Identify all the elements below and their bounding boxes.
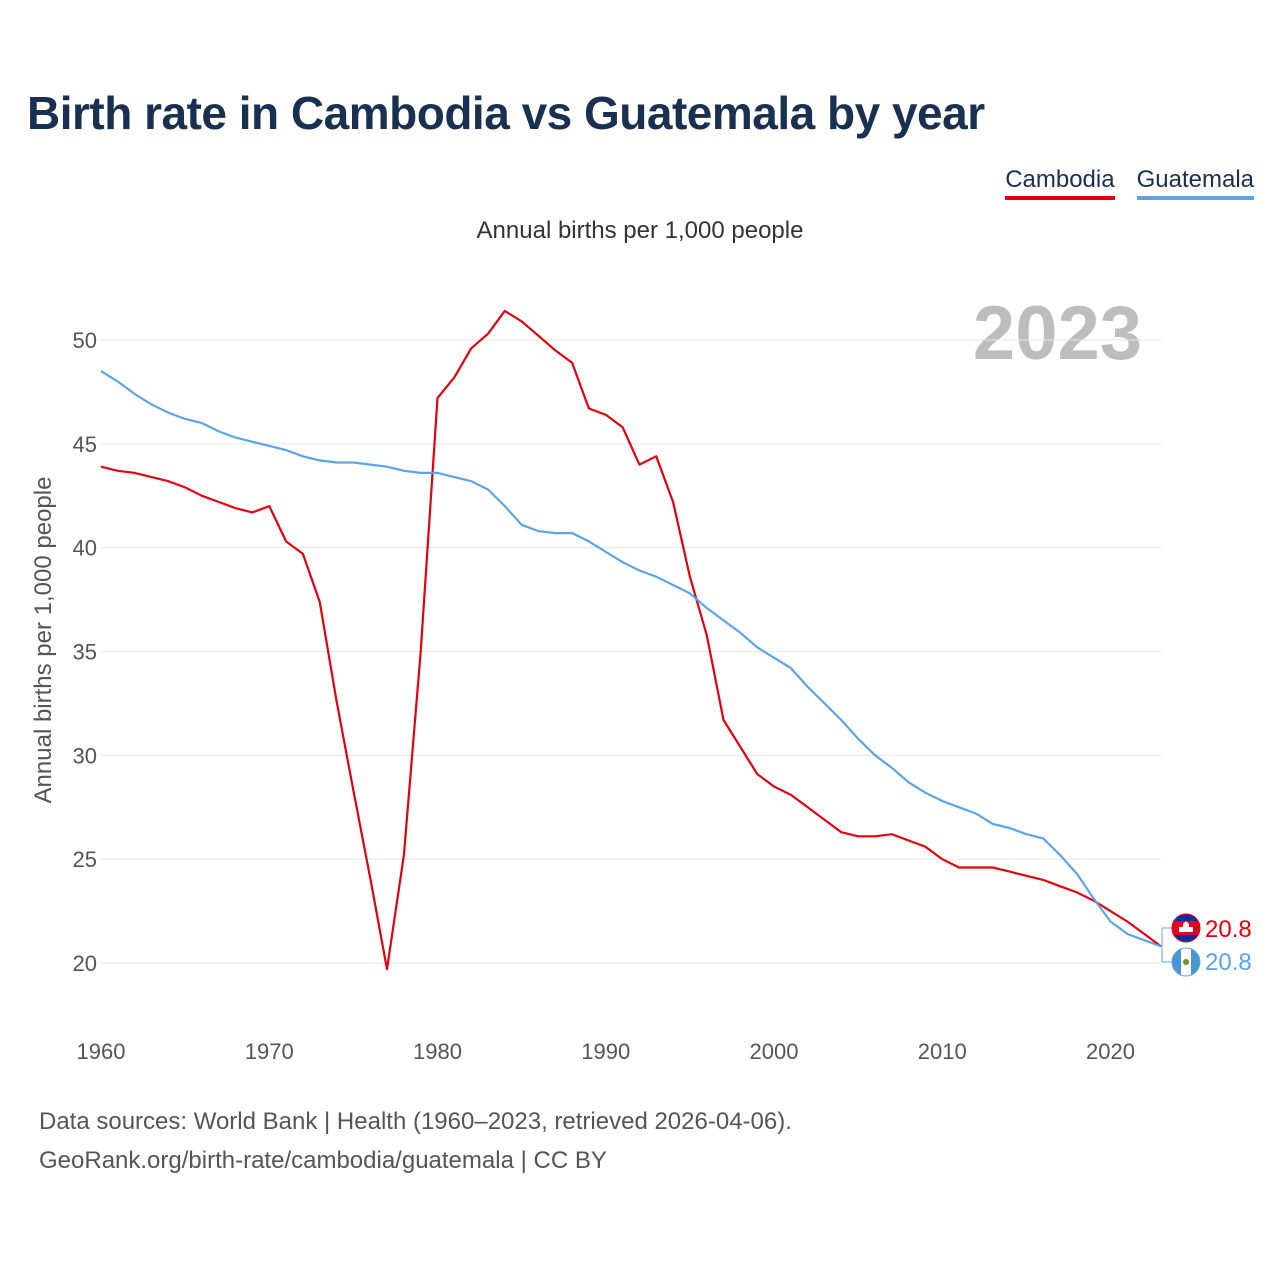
x-tick-label: 2020 xyxy=(1086,1039,1135,1064)
x-tick-label: 2010 xyxy=(918,1039,967,1064)
footer-url[interactable]: GeoRank.org/birth-rate/cambodia/guatemal… xyxy=(39,1147,607,1174)
y-axis-label: Annual births per 1,000 people xyxy=(30,477,57,804)
y-tick-label: 40 xyxy=(73,536,97,561)
chart-subtitle: Annual births per 1,000 people xyxy=(476,217,804,244)
y-tick-label: 25 xyxy=(73,847,97,872)
y-tick-label: 20 xyxy=(73,951,97,976)
legend-item-guatemala[interactable]: Guatemala xyxy=(1136,166,1254,200)
y-tick-label: 35 xyxy=(73,640,97,665)
x-tick-label: 1990 xyxy=(581,1039,630,1064)
cambodia-end-value: 20.8 xyxy=(1205,916,1252,943)
end-markers: 20.8 20.8 xyxy=(1161,913,1252,977)
y-tick-label: 45 xyxy=(73,432,97,457)
cambodia-flag-icon xyxy=(1171,913,1201,943)
guatemala-end-value: 20.8 xyxy=(1205,949,1252,976)
series-line-guatemala[interactable] xyxy=(100,370,1162,948)
legend: Cambodia Guatemala xyxy=(1005,166,1254,200)
year-watermark: 2023 xyxy=(972,291,1142,376)
guatemala-flag-icon xyxy=(1171,947,1201,977)
y-axis-ticks: 20 25 30 35 40 45 50 xyxy=(73,328,97,976)
chart-title: Birth rate in Cambodia vs Guatemala by y… xyxy=(27,87,985,139)
y-tick-label: 50 xyxy=(73,328,97,353)
series-line-cambodia[interactable] xyxy=(100,309,1162,971)
series-lines xyxy=(100,309,1162,971)
footer-sources: Data sources: World Bank | Health (1960–… xyxy=(39,1108,792,1135)
y-tick-label: 30 xyxy=(73,743,97,768)
x-tick-label: 1980 xyxy=(413,1039,462,1064)
x-tick-label: 2000 xyxy=(750,1039,799,1064)
x-tick-label: 1960 xyxy=(77,1039,126,1064)
end-label-bracket xyxy=(1161,927,1172,963)
legend-item-cambodia[interactable]: Cambodia xyxy=(1005,166,1115,200)
x-axis-ticks: 1960 1970 1980 1990 2000 2010 2020 xyxy=(77,1039,1135,1064)
x-tick-label: 1970 xyxy=(245,1039,294,1064)
